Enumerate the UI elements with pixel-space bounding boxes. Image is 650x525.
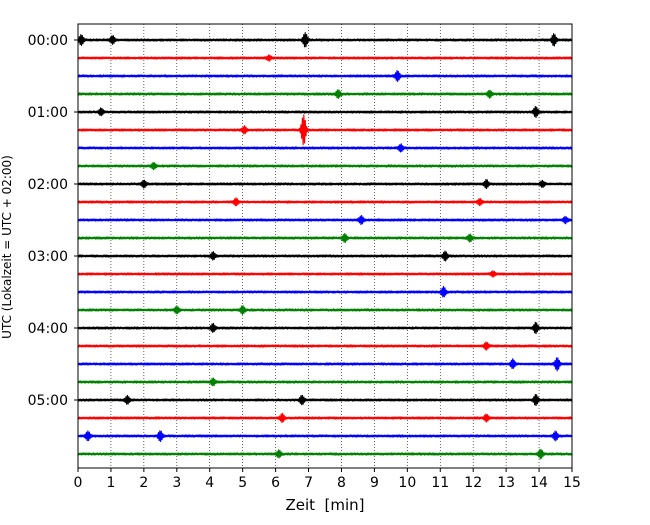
x-tick-label: 1 [106, 475, 115, 491]
y-tick-label: 00:00 [28, 33, 68, 49]
y-tick-label: 02:00 [28, 177, 68, 193]
trace-layer [77, 32, 573, 460]
x-tick-label: 3 [172, 475, 181, 491]
x-tick-label: 4 [205, 475, 214, 491]
x-tick-label: 14 [530, 475, 548, 491]
x-tick-label: 12 [464, 475, 482, 491]
x-tick-label: 6 [271, 475, 280, 491]
y-tick-label: 03:00 [28, 249, 68, 265]
x-tick-label: 15 [563, 475, 581, 491]
plot-frame [77, 23, 573, 469]
y-tick-label: 05:00 [28, 393, 68, 409]
y-tick-label: 04:00 [28, 321, 68, 337]
y-tick-label: 01:00 [28, 105, 68, 121]
grid-lines [110, 24, 540, 468]
x-tick-label: 10 [398, 475, 416, 491]
x-tick-label: 5 [238, 475, 247, 491]
x-tick-label: 13 [497, 475, 515, 491]
x-tick-label: 11 [431, 475, 449, 491]
x-axis: 0 1 2 3 4 5 6 7 8 9 10 11 12 13 14 15 [74, 468, 581, 491]
x-tick-label: 7 [304, 475, 313, 491]
y-axis: 00:00 01:00 02:00 03:00 04:00 05:00 [28, 33, 78, 409]
x-tick-label: 2 [139, 475, 148, 491]
y-axis-title: UTC (Lokalzeit = UTC + 02:00) [0, 155, 14, 339]
x-tick-label: 0 [74, 475, 83, 491]
x-tick-label: 9 [370, 475, 379, 491]
x-tick-label: 8 [337, 475, 346, 491]
x-axis-title: Zeit [min] [285, 496, 364, 514]
